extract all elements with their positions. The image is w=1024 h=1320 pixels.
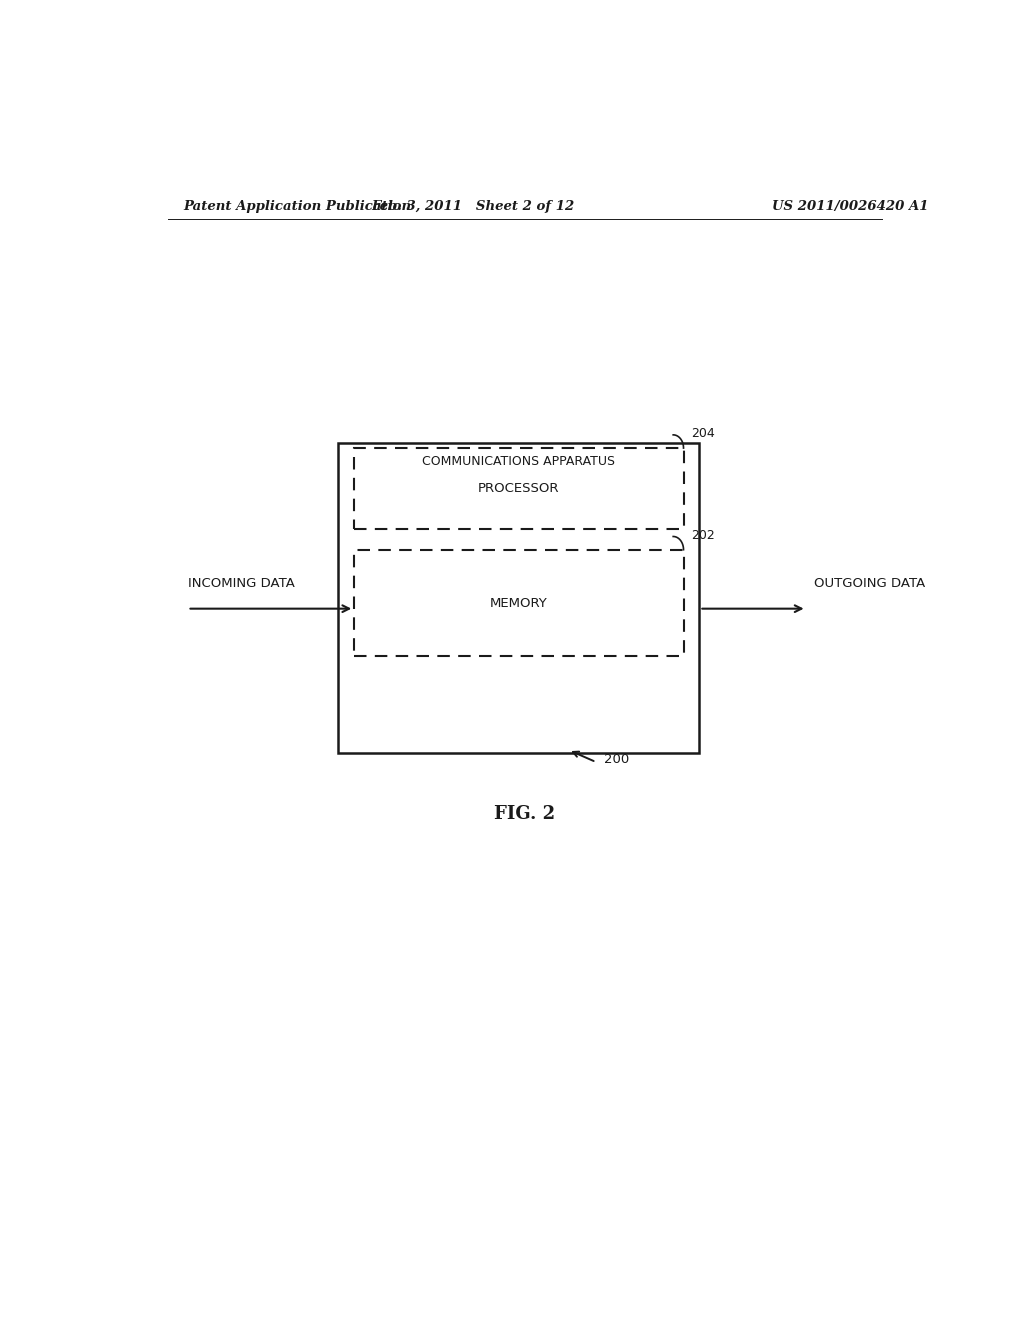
Text: FIG. 2: FIG. 2 xyxy=(495,805,555,822)
Text: US 2011/0026420 A1: US 2011/0026420 A1 xyxy=(772,199,929,213)
Text: 204: 204 xyxy=(691,426,715,440)
Text: PROCESSOR: PROCESSOR xyxy=(478,482,559,495)
Text: Patent Application Publication: Patent Application Publication xyxy=(183,199,412,213)
Text: COMMUNICATIONS APPARATUS: COMMUNICATIONS APPARATUS xyxy=(422,455,615,469)
Text: OUTGOING DATA: OUTGOING DATA xyxy=(814,577,926,590)
Text: Feb. 3, 2011   Sheet 2 of 12: Feb. 3, 2011 Sheet 2 of 12 xyxy=(372,199,574,213)
Text: MEMORY: MEMORY xyxy=(489,597,548,610)
Text: 202: 202 xyxy=(691,528,715,541)
Bar xyxy=(354,447,684,529)
Text: 200: 200 xyxy=(604,754,630,766)
Bar xyxy=(354,549,684,656)
Text: INCOMING DATA: INCOMING DATA xyxy=(187,577,294,590)
Bar xyxy=(338,444,699,752)
